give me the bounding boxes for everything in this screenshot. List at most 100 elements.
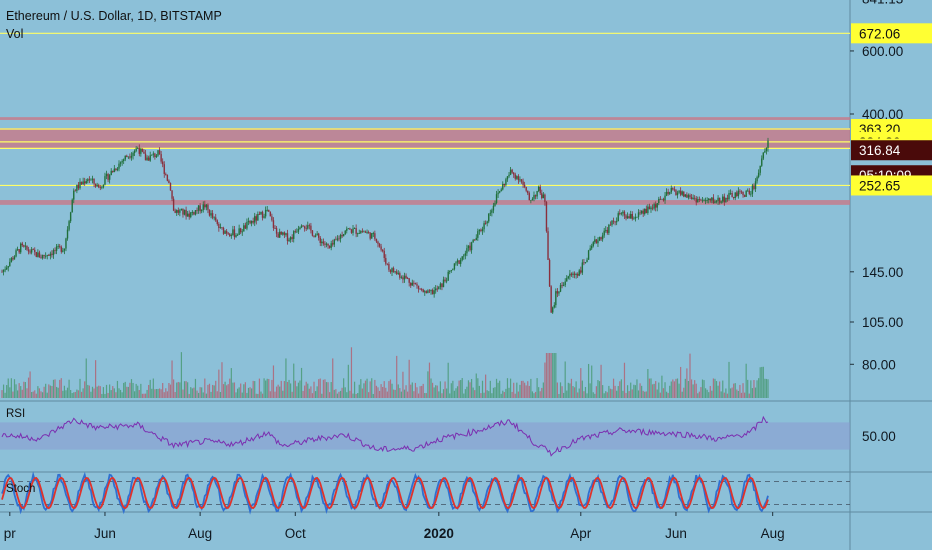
volume-bar [403,389,406,398]
candle-body [356,233,359,235]
volume-bar [524,382,526,398]
volume-bar [271,379,273,398]
volume-bar [51,386,53,398]
volume-bar [102,387,105,398]
candle-body [477,231,479,238]
candle-body [525,186,527,191]
volume-bar [623,362,626,398]
volume-bar [421,385,423,398]
candle-body [278,231,281,238]
volume-bar [38,388,41,398]
candle-body [250,220,253,224]
volume-bar [96,386,98,398]
candle-body [564,281,566,286]
volume-bar [352,393,354,398]
volume-bar [107,392,109,398]
volume-bar [399,388,401,398]
volume-bar [765,378,768,398]
volume-bar [605,391,607,398]
candle-body [399,273,401,278]
candle-body [531,198,534,201]
volume-bar [90,391,92,398]
volume-bar [690,379,693,398]
volume-bar [162,383,164,398]
candle-body [405,275,407,279]
candle-body [391,268,393,273]
volume-bar [329,392,331,398]
volume-bar [714,378,716,398]
candle-body [277,233,279,238]
volume-bar [115,392,117,398]
candle-body [144,153,147,161]
candle-body [196,210,198,211]
candle-body [9,261,11,267]
candle-body [154,153,156,158]
candle-body [207,204,209,210]
candle-body [21,243,23,246]
volume-bar [243,384,245,398]
candle-body [124,155,126,160]
volume-bar [374,379,376,398]
candle-body [369,232,371,239]
candle-body [522,181,524,185]
candle-body [681,191,683,195]
candle-body [634,216,637,219]
volume-bar [343,378,345,398]
volume-bar [575,381,577,398]
volume-bar [104,393,106,398]
volume-bar [441,393,443,398]
volume-bar [101,393,103,398]
candle-body [511,169,513,173]
candle-body [594,239,596,243]
candle-body [559,285,562,292]
volume-bar [425,393,427,398]
candle-body [410,282,412,286]
candle-body [182,208,184,215]
volume-bar [246,392,248,398]
candle-body [764,151,766,153]
candle-body [1,271,3,273]
candle-body [422,289,424,293]
candle-body [394,271,396,273]
candle-body [700,199,702,201]
candle-body [469,245,471,251]
candle-body [622,211,624,214]
candle-body [108,175,111,180]
volume-bar [606,392,608,398]
candle-body [712,197,715,204]
volume-bar [485,374,487,398]
candle-body [636,216,638,218]
volume-bar [431,382,434,398]
candle-body [149,155,151,161]
volume-bar [391,383,393,398]
candle-body [706,199,708,201]
candle-body [650,207,652,210]
candle-body [291,237,293,239]
candle-body [246,221,248,229]
volume-bar [446,388,448,398]
volume-bar [734,383,736,398]
candle-body [597,240,599,244]
price-tick-label: 400.00 [862,107,903,122]
volume-bar [71,393,73,398]
volume-bar [570,378,573,398]
candle-body [29,251,31,253]
volume-bar [439,381,441,398]
volume-bar [520,380,523,398]
volume-bar [503,392,505,398]
volume-bar [495,378,498,398]
volume-bar [45,383,47,398]
candle-body [751,185,754,194]
candle-body [692,197,694,200]
volume-bar [335,389,337,398]
candle-body [48,255,50,256]
candle-body [520,179,523,182]
candle-body [366,232,368,233]
volume-bar [380,384,382,398]
volume-bar [564,361,566,398]
candle-body [224,231,226,234]
volume-bar [146,389,148,398]
candle-body [338,238,340,240]
volume-bar [254,381,256,398]
volume-bar [386,391,388,398]
